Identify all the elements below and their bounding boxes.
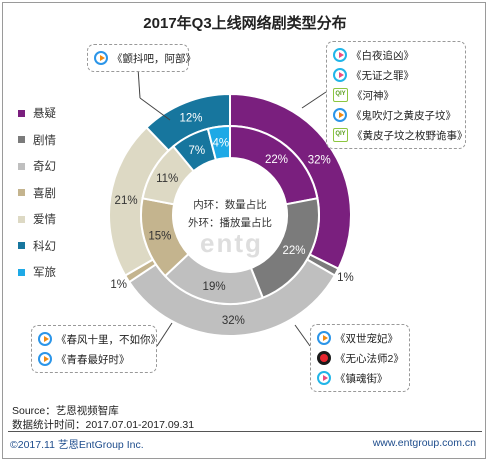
callout-title: 《春风十里，不如你》 [56, 333, 161, 346]
outer-ring-label-3: 32% [222, 315, 245, 327]
legend-item: 悬疑 [18, 100, 56, 127]
inner-ring-label-4: 15% [148, 230, 171, 242]
legend-item: 喜剧 [18, 180, 56, 207]
inner-ring-label-3: 19% [203, 281, 226, 293]
connector-bottom-left [156, 322, 173, 347]
legend-label: 爱情 [33, 214, 56, 227]
callout-top-left: 《颤抖吧，阿部》 [87, 44, 196, 72]
inner-ring-label-1: 22% [265, 154, 288, 166]
legend: 悬疑剧情奇幻喜剧爱情科幻军旅 [18, 100, 56, 286]
legend-item: 科幻 [18, 233, 56, 260]
callout-title: 《黄皮子坟之枚野诡事》 [352, 129, 468, 142]
callout-title: 《无心法师2》 [335, 352, 404, 365]
legend-swatch [18, 162, 25, 170]
connector-top-left [137, 67, 141, 99]
legend-label: 悬疑 [33, 108, 56, 121]
tencent-platform-icon [94, 51, 108, 65]
youku-platform-icon [333, 48, 347, 62]
legend-swatch [18, 268, 25, 276]
source-note: Source：艺恩视频智库 数据统计时间：2017.07.01-2017.09.… [12, 404, 194, 432]
legend-label: 奇幻 [33, 161, 56, 174]
tencent-platform-icon [333, 108, 347, 122]
callout-title: 《镇魂街》 [335, 372, 388, 385]
center-inner-label: 内环：数量占比 [193, 199, 267, 211]
inner-ring-label-2: 22% [282, 245, 305, 257]
legend-swatch [18, 215, 25, 223]
callout-title: 《白夜追凶》 [351, 49, 414, 62]
callout-item: QIY 《河神》 [333, 85, 459, 105]
watermark: entg [200, 228, 263, 258]
callout-top-right: 《白夜追凶》 《无证之罪》 QIY 《河神》 《鬼吹灯之黄皮子坟》 QIY 《黄皮子坟之枚野… [326, 41, 468, 149]
callout-item: 《镇魂街》 [317, 368, 403, 388]
iqiyi-platform-icon: QIY [333, 88, 348, 102]
center-outer-label: 外环：播放量占比 [188, 217, 272, 229]
legend-label: 喜剧 [33, 187, 56, 200]
inner-ring-label-7: 4% [213, 138, 230, 150]
youku-platform-icon [333, 68, 347, 82]
chart-frame [2, 2, 486, 459]
inner-ring-label-6: 7% [189, 145, 206, 157]
callout-item: 《春风十里，不如你》 [38, 329, 161, 349]
callout-title: 《河神》 [352, 89, 394, 102]
connector-top-left-2 [139, 97, 171, 121]
inner-ring-label-5: 11% [156, 173, 178, 185]
legend-label: 剧情 [33, 134, 56, 147]
callout-item: 《白夜追凶》 [333, 45, 459, 65]
legend-item: 军旅 [18, 259, 56, 286]
callout-title: 《双世宠妃》 [335, 332, 398, 345]
inner-ring-slice-7 [206, 124, 231, 162]
callout-item: QIY 《黄皮子坟之枚野诡事》 [333, 125, 468, 145]
callout-title: 《颤抖吧，阿部》 [112, 52, 196, 65]
callout-item: 《双世宠妃》 [317, 328, 403, 348]
outer-ring-label-6: 12% [179, 113, 202, 125]
callout-title: 《无证之罪》 [351, 69, 414, 82]
outer-ring-label-5: 21% [115, 195, 138, 207]
callout-item: 《无心法师2》 [317, 348, 404, 368]
iqiyi-platform-icon: QIY [333, 128, 348, 142]
chart-title: 2017年Q3上线网络剧类型分布 [143, 15, 347, 32]
legend-item: 奇幻 [18, 153, 56, 180]
outer-ring-label-2: 1% [337, 272, 354, 284]
footer-website: www.entgroup.com.cn [372, 437, 476, 449]
callout-title: 《鬼吹灯之黄皮子坟》 [351, 109, 456, 122]
youku-platform-icon [317, 371, 331, 385]
callout-bottom-left: 《春风十里，不如你》 《青春最好时》 [31, 325, 161, 373]
period-line: 数据统计时间：2017.07.01-2017.09.31 [12, 419, 195, 431]
legend-swatch [18, 136, 25, 144]
connector-top-right [301, 91, 327, 109]
source-line: Source：艺恩视频智库 [12, 405, 119, 417]
callout-item: 《青春最好时》 [38, 349, 150, 369]
outer-ring-label-1: 32% [308, 155, 331, 167]
tencent-platform-icon [38, 352, 52, 366]
mango-platform-icon [317, 351, 331, 365]
callout-item: 《颤抖吧，阿部》 [94, 48, 196, 68]
connector-bottom-right [294, 324, 311, 347]
callout-title: 《青春最好时》 [56, 353, 130, 366]
center-legend: 内环：数量占比 外环：播放量占比 [175, 196, 285, 232]
legend-swatch [18, 242, 25, 250]
legend-swatch [18, 109, 25, 117]
callout-item: 《鬼吹灯之黄皮子坟》 [333, 105, 459, 125]
legend-swatch [18, 189, 25, 197]
footer-divider [8, 431, 482, 432]
callout-bottom-right: 《双世宠妃》 《无心法师2》 《镇魂街》 [310, 324, 410, 392]
tencent-platform-icon [317, 331, 331, 345]
tencent-platform-icon [38, 332, 52, 346]
outer-ring-label-4: 1% [110, 279, 127, 291]
callout-item: 《无证之罪》 [333, 65, 459, 85]
legend-item: 爱情 [18, 206, 56, 233]
legend-item: 剧情 [18, 127, 56, 154]
legend-label: 科幻 [33, 240, 56, 253]
legend-label: 军旅 [33, 267, 56, 280]
footer-copyright: ©2017.11 艺恩EntGroup Inc. [10, 439, 144, 451]
